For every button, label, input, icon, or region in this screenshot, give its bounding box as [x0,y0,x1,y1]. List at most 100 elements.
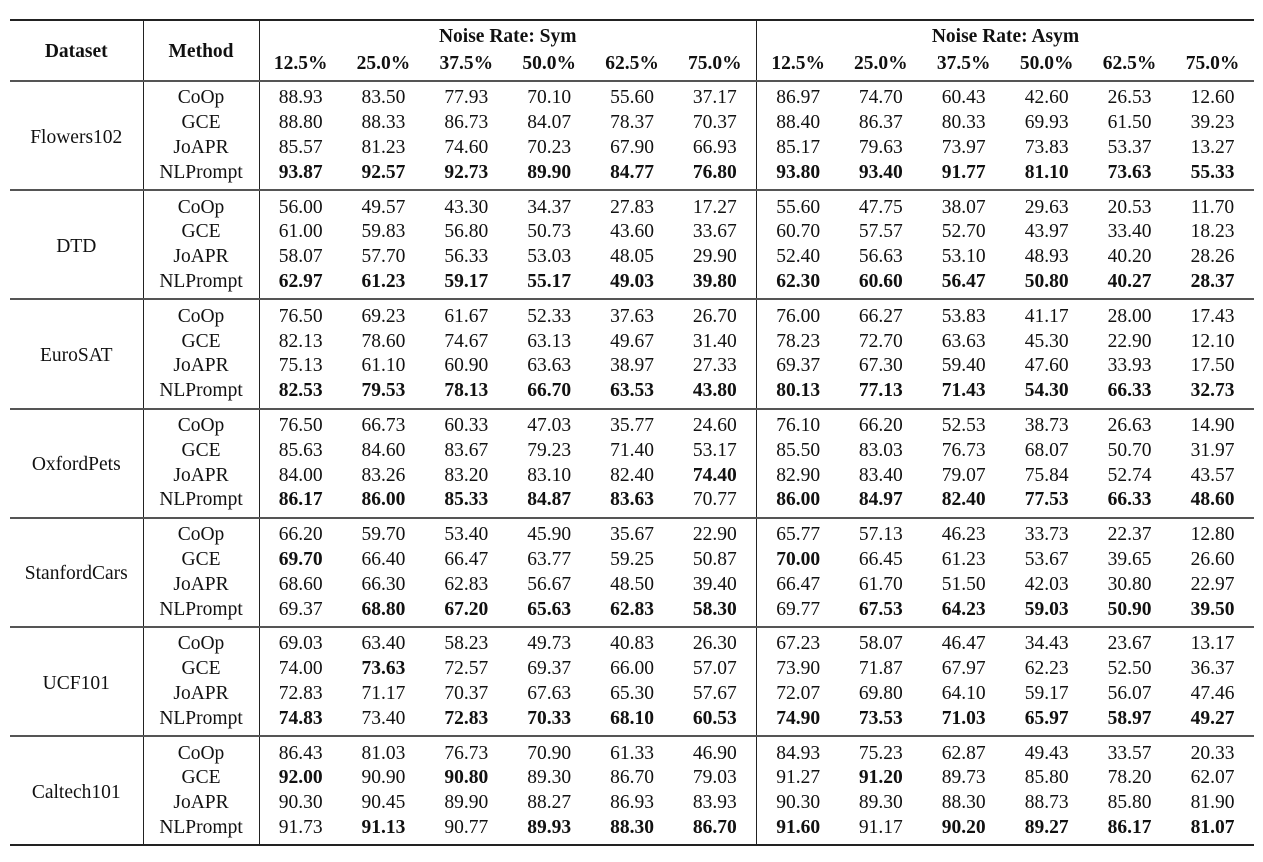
value-cell-sym: 83.63 [610,489,655,511]
dataset-name: Caltech101 [10,735,144,846]
value-cell-asym: 70.00 [776,548,821,570]
value-cell-sym: 45.90 [507,516,591,548]
value-cell-sym: 27.83 [590,189,674,220]
table-row: Flowers102 CoOp 88.93 83.50 77.93 70.10 55.60 3… [10,81,1254,191]
value-cell-asym: 67.97 [941,658,986,680]
value-cell-sym: 66.70 [527,380,572,402]
value-cell-sym: 68.80 [361,598,406,620]
value-cell-asym: 86.97 [776,87,821,109]
method-name: GCE [143,110,260,136]
value-cell-sym: 59.25 [610,548,655,570]
value-cell-sym: 58.23 [424,625,508,657]
table-row: DTD CoOp 56.00 49.57 43.30 34.37 27.83 17.27 55.… [10,189,1254,300]
value-cell-asym: 73.63 [1107,161,1152,183]
value-cell-sym: 34.37 [507,189,591,220]
dataset-name: DTD [10,189,144,300]
value-cell-sym: 70.90 [507,735,591,766]
value-cell-sym: 58.07 [278,246,323,268]
value-cell-sym: 72.57 [444,658,489,680]
value-cell-asym: 41.17 [1005,298,1089,330]
value-cell-sym: 58.30 [673,597,757,627]
value-cell-asym: 81.07 [1190,816,1235,838]
value-cell-sym: 70.10 [527,87,572,109]
value-cell-sym: 55.17 [527,270,572,292]
value-cell-asym: 47.46 [1190,682,1235,704]
value-cell-asym: 56.07 [1107,682,1152,704]
method-name: CoOp [143,407,260,439]
value-cell-asym: 50.70 [1107,439,1152,461]
value-cell-sym: 84.00 [278,464,323,486]
value-cell-asym: 83.40 [858,464,903,486]
table-row: NLPrompt 74.83 73.40 72.83 70.33 68.10 60.53 74… [10,706,1254,737]
value-cell-asym: 79.63 [858,136,903,158]
value-cell-sym: 90.80 [444,767,489,789]
value-cell-asym: 86.17 [1107,816,1152,838]
value-cell-asym: 11.70 [1171,189,1254,220]
value-cell-sym: 70.37 [673,110,757,136]
value-cell-sym: 59.17 [444,270,489,292]
value-cell-asym: 38.73 [1005,407,1089,439]
table-row: JoAPR 58.07 57.70 56.33 53.03 48.05 29.90 52.40… [10,244,1254,270]
value-cell-sym: 22.90 [673,516,757,548]
value-cell-asym: 62.30 [776,270,821,292]
value-cell-sym: 66.30 [361,573,406,595]
value-cell-sym: 86.70 [673,815,757,846]
value-cell-sym: 26.30 [673,625,757,657]
value-cell-asym: 90.20 [941,816,986,838]
table-row: NLPrompt 93.87 92.57 92.73 89.90 84.77 76.80 93… [10,160,1254,191]
dataset-name: EuroSAT [10,298,144,409]
value-cell-asym: 61.70 [858,573,903,595]
value-cell-asym: 64.10 [941,682,986,704]
dataset-name: UCF101 [10,625,144,737]
method-name: CoOp [143,81,260,111]
value-cell-sym: 57.67 [673,681,757,707]
value-cell-sym: 61.00 [278,221,323,243]
value-cell-asym: 46.23 [922,516,1006,548]
value-cell-sym: 53.17 [673,438,757,464]
value-cell-sym: 69.37 [527,658,572,680]
value-cell-asym: 73.83 [1024,136,1069,158]
value-cell-sym: 83.20 [444,464,489,486]
value-cell-asym: 88.30 [941,792,986,814]
method-name: NLPrompt [143,269,260,300]
method-name: JoAPR [143,244,260,270]
value-cell-sym: 43.30 [424,189,508,220]
value-cell-sym: 49.73 [507,625,591,657]
value-cell-sym: 61.10 [361,355,406,377]
value-cell-asym: 50.90 [1107,598,1152,620]
value-cell-sym: 86.73 [444,112,489,134]
table-row: GCE 61.00 59.83 56.80 50.73 43.60 33.67 60.70 57… [10,219,1254,245]
value-cell-asym: 40.20 [1107,246,1152,268]
value-cell-sym: 84.60 [361,439,406,461]
header-method: Method [143,20,260,82]
value-cell-asym: 20.53 [1088,189,1171,220]
value-cell-sym: 76.50 [259,407,342,439]
value-cell-sym: 55.60 [610,87,655,109]
table-row: GCE 85.63 84.60 83.67 79.23 71.40 53.17 85.50 83… [10,438,1254,464]
value-cell-sym: 78.60 [361,330,406,352]
value-cell-asym: 71.87 [858,658,903,680]
value-cell-asym: 75.23 [839,735,923,766]
method-name: JoAPR [143,572,260,598]
value-cell-asym: 22.97 [1190,573,1235,595]
value-cell-asym: 66.33 [1107,380,1152,402]
value-cell-asym: 42.03 [1024,573,1069,595]
value-cell-sym: 86.17 [278,489,323,511]
value-cell-sym: 40.83 [590,625,674,657]
value-cell-sym: 79.53 [361,380,406,402]
table-body: Flowers102 CoOp 88.93 83.50 77.93 70.10 55.60 3… [10,81,1254,846]
value-cell-asym: 53.67 [1024,548,1069,570]
header-rate-sym: 50.0% [522,52,577,74]
value-cell-asym: 36.37 [1190,658,1235,680]
method-name: GCE [143,765,260,791]
value-cell-asym: 76.00 [756,298,840,330]
value-cell-sym: 90.77 [444,816,489,838]
value-cell-sym: 92.00 [278,767,323,789]
value-cell-asym: 58.07 [839,625,923,657]
results-table: Dataset Method Noise Rate: Sym Noise Rat… [10,19,1254,846]
value-cell-asym: 43.97 [1024,221,1069,243]
value-cell-sym: 82.53 [278,380,323,402]
value-cell-asym: 88.73 [1024,792,1069,814]
method-name: GCE [143,329,260,354]
value-cell-asym: 17.50 [1190,355,1235,377]
